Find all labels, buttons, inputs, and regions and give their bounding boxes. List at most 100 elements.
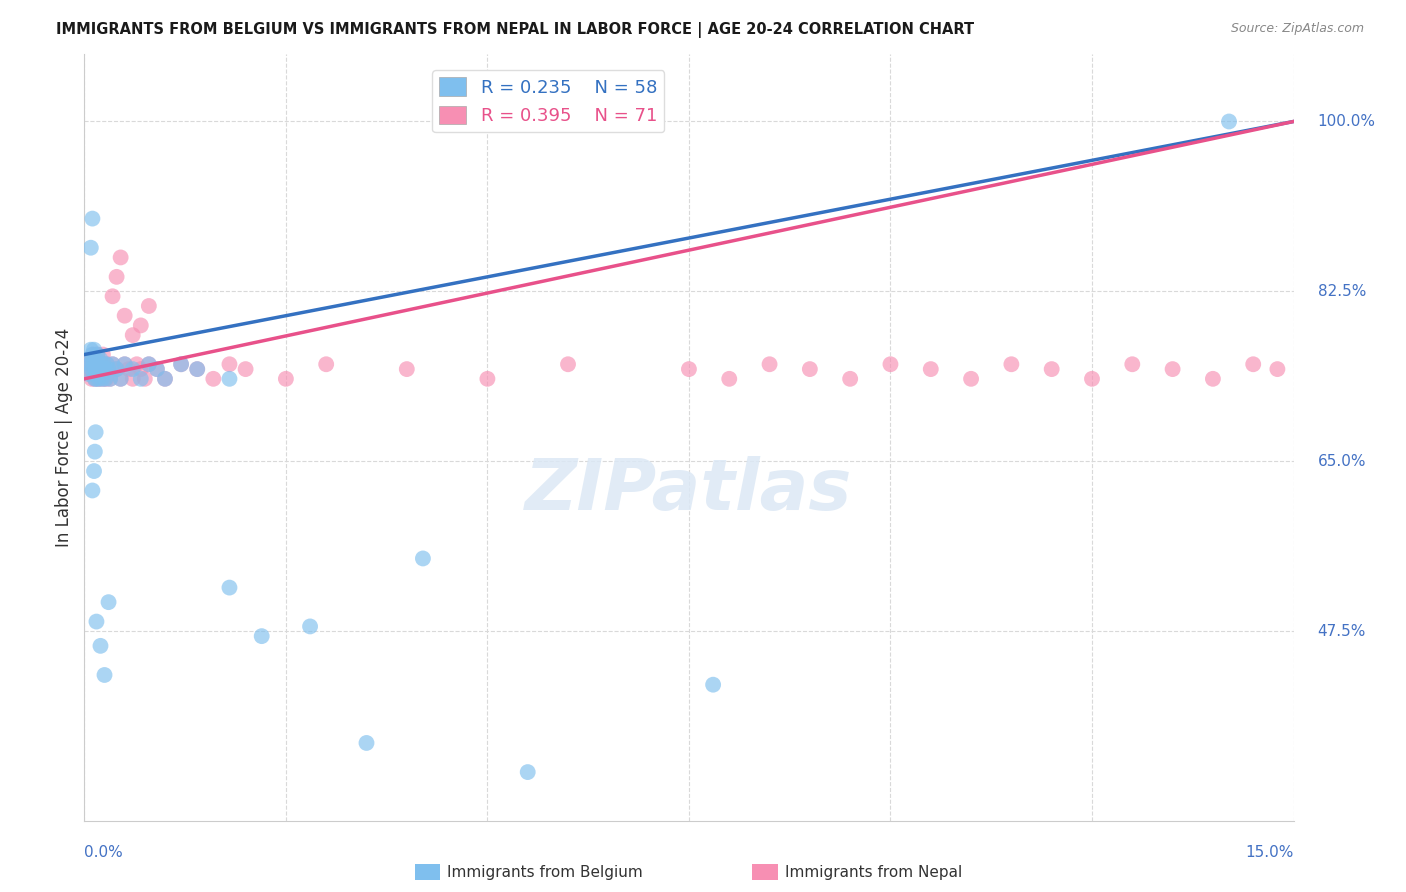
Point <box>94 372 117 386</box>
Point <box>125 357 148 371</box>
Point <box>89 372 111 386</box>
Point <box>101 357 124 371</box>
Point <box>153 372 176 386</box>
Point <box>1241 357 1264 371</box>
Point <box>121 328 143 343</box>
Point <box>94 362 117 376</box>
Point <box>960 372 983 386</box>
Point <box>86 347 108 361</box>
Point <box>86 615 108 629</box>
Point <box>89 352 111 367</box>
Text: ZIPatlas: ZIPatlas <box>526 456 852 525</box>
Text: 65.0%: 65.0% <box>1317 454 1367 469</box>
Point <box>101 289 124 303</box>
Point <box>235 362 257 376</box>
Point <box>879 357 901 371</box>
Point <box>186 362 208 376</box>
Text: IMMIGRANTS FROM BELGIUM VS IMMIGRANTS FROM NEPAL IN LABOR FORCE | AGE 20-24 CORR: IMMIGRANTS FROM BELGIUM VS IMMIGRANTS FR… <box>56 22 974 38</box>
Text: 100.0%: 100.0% <box>1317 114 1375 129</box>
Point <box>299 619 322 633</box>
Point <box>118 362 141 376</box>
Text: Source: ZipAtlas.com: Source: ZipAtlas.com <box>1230 22 1364 36</box>
Point <box>82 367 104 381</box>
Point <box>315 357 337 371</box>
Point <box>91 372 114 386</box>
Point <box>93 372 115 386</box>
Point <box>105 362 128 376</box>
Point <box>87 357 110 371</box>
Point <box>1202 372 1225 386</box>
Point <box>146 362 169 376</box>
Point <box>87 357 110 371</box>
Point <box>91 347 114 361</box>
Text: 0.0%: 0.0% <box>84 845 124 860</box>
Point <box>718 372 741 386</box>
Point <box>84 362 107 376</box>
Point <box>87 372 110 386</box>
Point <box>89 362 111 376</box>
Point <box>82 347 104 361</box>
Text: Immigrants from Nepal: Immigrants from Nepal <box>785 865 962 880</box>
Legend: R = 0.235    N = 58, R = 0.395    N = 71: R = 0.235 N = 58, R = 0.395 N = 71 <box>432 70 664 132</box>
Point <box>89 639 111 653</box>
Point <box>678 362 700 376</box>
Point <box>146 362 169 376</box>
Point <box>114 309 136 323</box>
Point <box>170 357 193 371</box>
Point <box>134 372 156 386</box>
Point <box>94 372 117 386</box>
Point <box>1081 372 1104 386</box>
Point <box>105 269 128 284</box>
Point <box>170 357 193 371</box>
Point <box>82 357 104 371</box>
Point <box>557 357 579 371</box>
Point <box>477 372 499 386</box>
Point <box>1218 114 1240 128</box>
Point <box>79 362 101 376</box>
Point <box>84 357 107 371</box>
Point <box>84 425 107 440</box>
Point <box>218 372 240 386</box>
Point <box>138 357 160 371</box>
Point <box>80 241 103 255</box>
Point <box>702 678 724 692</box>
Point <box>839 372 862 386</box>
Point <box>129 362 152 376</box>
Point <box>97 362 120 376</box>
Point <box>412 551 434 566</box>
Point <box>83 372 105 386</box>
Point <box>1040 362 1063 376</box>
Point <box>138 299 160 313</box>
Point <box>90 362 112 376</box>
Point <box>77 352 100 367</box>
Point <box>105 362 128 376</box>
Point <box>395 362 418 376</box>
Point <box>1121 357 1143 371</box>
Point <box>218 581 240 595</box>
Point <box>87 362 110 376</box>
Point <box>82 357 104 371</box>
Point <box>77 367 100 381</box>
Point <box>82 347 104 361</box>
Point <box>121 372 143 386</box>
Point <box>96 357 118 371</box>
Y-axis label: In Labor Force | Age 20-24: In Labor Force | Age 20-24 <box>55 327 73 547</box>
Point <box>83 444 105 458</box>
Point <box>110 372 132 386</box>
Point <box>83 362 105 376</box>
Point <box>97 595 120 609</box>
Point <box>86 347 108 361</box>
Point <box>799 362 821 376</box>
Point <box>83 464 105 478</box>
Point <box>101 357 124 371</box>
Point <box>129 318 152 333</box>
Point <box>356 736 378 750</box>
Text: 15.0%: 15.0% <box>1246 845 1294 860</box>
Point <box>218 357 240 371</box>
Point <box>93 668 115 682</box>
Point <box>93 357 115 371</box>
Point <box>98 372 121 386</box>
Point <box>153 372 176 386</box>
Point <box>121 362 143 376</box>
Point <box>82 483 104 498</box>
